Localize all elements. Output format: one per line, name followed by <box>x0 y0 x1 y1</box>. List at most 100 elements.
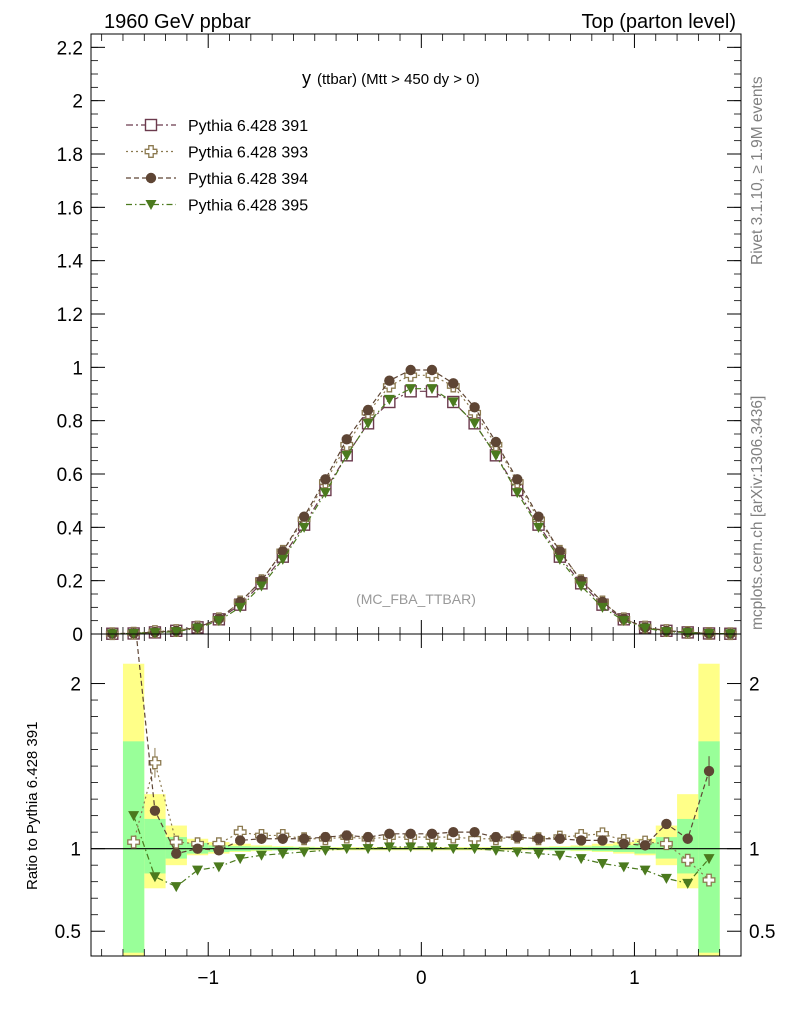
ratio-point <box>277 849 289 860</box>
main-ytick-label: 1.8 <box>57 145 83 166</box>
ratio-frame <box>90 633 742 957</box>
plot-title-main: y <box>302 68 311 88</box>
ratio-point <box>447 844 459 855</box>
ratio-point <box>192 865 204 876</box>
ratio-point <box>127 835 141 849</box>
ratio-point <box>597 835 608 846</box>
ratio-point <box>384 828 395 840</box>
main-ytick-label: 1.6 <box>57 198 83 219</box>
main-point <box>192 623 204 634</box>
ratio-point <box>213 845 225 856</box>
ratio-point <box>469 844 481 855</box>
main-point <box>341 434 352 445</box>
main-series-line <box>112 388 731 635</box>
main-ytick-label: 1.2 <box>57 305 83 326</box>
main-point <box>149 628 161 639</box>
ratio-point <box>554 850 566 861</box>
ratio-point <box>469 826 480 838</box>
legend-label: Pythia 6.428 395 <box>188 198 308 215</box>
main-point <box>533 522 545 533</box>
main-point <box>362 404 374 416</box>
main-point <box>362 418 374 429</box>
main-point <box>575 581 587 592</box>
ratio-point <box>554 833 566 844</box>
ratio-point <box>341 844 353 855</box>
main-point <box>277 546 289 557</box>
header-right: Top (parton level) <box>581 11 736 33</box>
main-point <box>490 450 502 461</box>
ratio-point <box>512 831 523 843</box>
ratio-point <box>319 845 331 856</box>
ratio-point <box>256 833 267 844</box>
ratio-point <box>298 833 310 844</box>
header-left: 1960 GeV ppbar <box>104 11 251 33</box>
ratio-point <box>575 854 587 865</box>
main-point <box>469 418 481 429</box>
ratio-ytick-label: 2 <box>70 675 81 696</box>
ratio-point <box>596 859 608 870</box>
main-point <box>384 375 395 386</box>
legend-label: Pythia 6.428 393 <box>188 145 308 162</box>
ratio-plot: 0.5 0.5 1 1 2 2 −1 0 1 <box>55 604 775 989</box>
band-green <box>144 818 166 874</box>
ratio-point <box>511 847 523 858</box>
main-series-4 <box>106 384 736 640</box>
ratio-point <box>533 833 544 844</box>
legend-marker <box>145 172 157 184</box>
main-ytick-label: 0 <box>72 625 83 646</box>
ratio-point <box>661 818 672 830</box>
main-point <box>405 364 416 376</box>
ratio-point <box>128 604 138 614</box>
ratio-xtick-label: 1 <box>629 968 640 989</box>
ratio-point <box>490 831 502 843</box>
main-point <box>490 436 502 448</box>
ratio-point <box>128 811 140 822</box>
main-point <box>383 394 395 405</box>
ratio-ytick-label-right: 2 <box>749 675 760 696</box>
main-point <box>277 554 289 565</box>
ratio-point <box>169 835 183 849</box>
ratio-point <box>660 873 672 884</box>
rivet-label: Rivet 3.1.10, ≥ 1.9M events <box>749 76 766 265</box>
ratio-point <box>703 765 715 777</box>
ratio-point <box>277 833 289 844</box>
band-green <box>698 741 720 953</box>
main-ytick-label: 1 <box>72 358 83 379</box>
ratio-point <box>362 831 374 843</box>
ratio-point <box>405 842 417 853</box>
ratio-point <box>213 862 225 873</box>
main-point <box>213 616 225 627</box>
main-point <box>298 522 310 533</box>
main-ytick-label: 1.4 <box>57 252 84 273</box>
ratio-xtick-label: −1 <box>197 968 219 989</box>
main-plot: 0 0.2 0.4 0.6 0.8 1 1.2 1.4 1.6 1.8 2 2.2 <box>57 33 742 646</box>
legend-marker <box>144 118 158 132</box>
ratio-point <box>490 845 502 856</box>
ratio-inner <box>91 604 741 956</box>
ratio-point <box>681 853 695 867</box>
plot-title: y (ttbar) (Mtt > 450 dy > 0) <box>302 68 480 88</box>
ratio-point <box>533 849 545 860</box>
ratio-series-line <box>135 634 710 855</box>
ratio-point <box>639 865 651 876</box>
main-ytick-label: 0.4 <box>57 518 84 539</box>
ratio-series-3 <box>128 811 715 893</box>
legend-label: Pythia 6.428 394 <box>188 171 308 188</box>
main-point <box>682 628 694 639</box>
ratio-ytick-label: 0.5 <box>55 922 81 943</box>
main-point <box>170 627 182 638</box>
ratio-point <box>659 837 673 851</box>
ratio-point <box>405 828 416 840</box>
main-point <box>234 602 246 613</box>
ratio-point <box>234 854 246 865</box>
main-ytick-label: 2.2 <box>57 38 83 59</box>
main-point <box>512 474 523 485</box>
ratio-point <box>426 842 438 853</box>
ratio-point <box>702 873 716 887</box>
main-point <box>469 402 480 413</box>
ratio-point <box>171 848 182 859</box>
ratio-point <box>703 854 715 865</box>
ratio-point <box>149 805 161 816</box>
main-ytick-label: 2 <box>72 92 83 113</box>
